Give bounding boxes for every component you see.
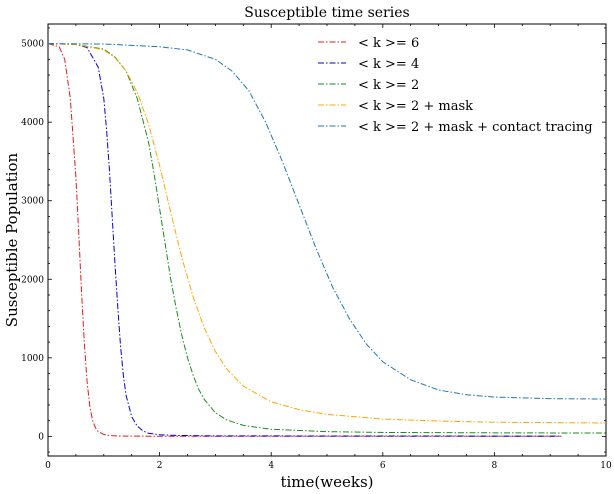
legend-label-5: < k >= 2 + mask + contact tracing xyxy=(358,120,593,135)
y-axis-label: Susceptible Population xyxy=(3,152,21,327)
chart-title: Susceptible time series xyxy=(244,5,409,21)
legend-label-3: < k >= 2 xyxy=(358,78,419,93)
series-line-1 xyxy=(48,43,562,437)
series-line-3 xyxy=(48,43,606,434)
y-tick-label: 0 xyxy=(38,432,44,442)
y-axis: 0 1000 2000 3000 4000 5000 xyxy=(21,27,606,453)
legend-label-2: < k >= 4 xyxy=(358,57,419,72)
series-line-2 xyxy=(48,43,562,437)
x-tick-label: 0 xyxy=(45,461,51,471)
legend-label-4: < k >= 2 + mask xyxy=(358,99,473,114)
x-axis-label: time(weeks) xyxy=(280,473,373,491)
x-tick-label: 8 xyxy=(492,461,498,471)
series-lines xyxy=(48,43,606,437)
series-line-5 xyxy=(48,43,606,400)
y-tick-label: 3000 xyxy=(21,197,44,207)
y-tick-label: 1000 xyxy=(21,354,44,364)
x-tick-label: 4 xyxy=(268,461,274,471)
plot-area xyxy=(47,23,607,457)
x-axis: 0 2 4 6 8 10 xyxy=(45,24,612,471)
x-tick-label: 6 xyxy=(380,461,386,471)
plot-frame xyxy=(47,23,607,457)
y-tick-label: 2000 xyxy=(21,275,44,285)
x-tick-label: 10 xyxy=(600,461,612,471)
y-tick-label: 5000 xyxy=(21,40,44,50)
legend-label-1: < k >= 6 xyxy=(358,36,419,51)
legend: < k >= 6 < k >= 4 < k >= 2 < k >= 2 + mask <… xyxy=(318,36,593,135)
x-tick-label: 2 xyxy=(157,461,163,471)
series-line-4 xyxy=(48,43,606,424)
y-tick-label: 4000 xyxy=(21,118,44,128)
